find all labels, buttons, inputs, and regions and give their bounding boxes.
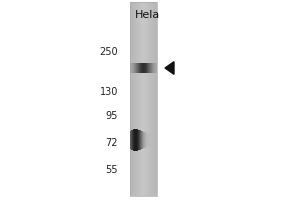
Bar [145,63,146,73]
Bar [155,63,156,73]
Text: 95: 95 [106,111,118,121]
Bar [136,2,137,196]
Bar [142,63,143,73]
Polygon shape [165,62,174,74]
Bar [151,63,152,73]
Bar [153,2,154,196]
Bar [130,2,131,196]
Bar [152,2,153,196]
Bar [151,2,152,196]
Bar [143,2,144,196]
Bar [154,2,155,196]
Bar [138,2,139,196]
Bar [154,63,155,73]
Bar [146,63,147,73]
Bar [142,2,143,196]
Bar [156,63,157,73]
Bar [148,2,149,196]
Bar [141,2,142,196]
Bar [138,63,139,73]
Bar [141,63,142,73]
Bar [137,2,138,196]
Bar [152,63,153,73]
Bar [136,63,137,73]
Text: Hela: Hela [135,10,161,20]
Bar [132,2,133,196]
Bar [150,2,151,196]
Bar [140,2,141,196]
Bar [131,63,132,73]
Bar [147,2,148,196]
Bar [137,63,138,73]
Bar [132,63,133,73]
Bar [144,2,145,196]
Bar [153,63,154,73]
Bar [135,63,136,73]
Bar [150,63,151,73]
Bar [136,63,137,73]
Bar [134,2,135,196]
Bar [130,2,157,196]
Text: 130: 130 [100,87,118,97]
Bar [131,2,132,196]
Bar [145,2,146,196]
Bar [135,2,136,196]
Bar [148,63,149,73]
Bar [156,2,157,196]
Text: 250: 250 [99,47,118,57]
Bar [134,63,135,73]
Bar [149,2,150,196]
Bar [154,63,155,73]
Bar [130,63,131,73]
Bar [144,63,145,73]
Bar [155,2,156,196]
Bar [140,63,141,73]
Bar [133,63,134,73]
Bar [143,63,144,73]
Bar [133,2,134,196]
Bar [139,63,140,73]
Text: 55: 55 [106,165,118,175]
Bar [146,2,147,196]
Bar [149,63,150,73]
Bar [139,2,140,196]
Bar [147,63,148,73]
Text: 72: 72 [106,138,118,148]
